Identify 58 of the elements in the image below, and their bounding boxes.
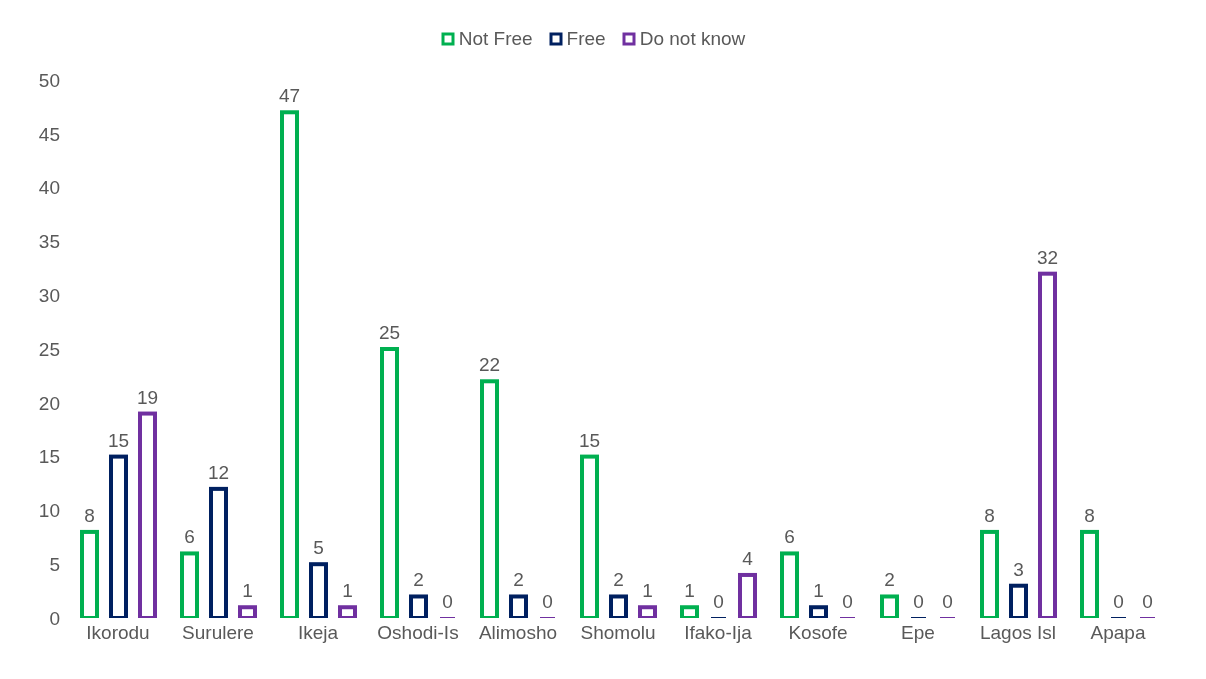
- y-tick-label: 5: [49, 553, 60, 575]
- data-label: 32: [1036, 246, 1059, 268]
- data-label: 2: [413, 569, 424, 591]
- y-tick-label: 45: [38, 123, 60, 145]
- x-tick-label: Epe: [901, 622, 935, 644]
- y-tick-label: 35: [38, 231, 60, 253]
- x-tick-label: Alimosho: [478, 622, 558, 644]
- x-tick-label: Kosofe: [788, 622, 848, 644]
- data-label: 0: [1113, 591, 1124, 612]
- data-label: 1: [342, 580, 353, 602]
- x-tick-label: Lagos Isl: [979, 622, 1057, 644]
- y-tick-label: 20: [38, 392, 60, 414]
- y-tick-label: 15: [38, 446, 60, 468]
- data-label: 0: [913, 591, 924, 612]
- data-label: 1: [813, 580, 824, 602]
- legend-label: Do not know: [638, 28, 746, 50]
- data-label: 4: [742, 547, 754, 569]
- y-tick-label: 50: [38, 69, 60, 91]
- x-tick-label: Ikorodu: [86, 622, 150, 644]
- data-label: 22: [478, 354, 501, 376]
- y-tick-label: 30: [38, 284, 60, 306]
- data-label: 1: [684, 580, 695, 602]
- x-tick-label: Apapa: [1090, 622, 1146, 644]
- x-tick-label: Shomolu: [580, 622, 656, 644]
- data-label: 15: [578, 429, 601, 451]
- y-tick-label: 25: [38, 338, 60, 360]
- data-label: 15: [107, 429, 130, 451]
- y-tick-label: 0: [49, 607, 60, 629]
- legend-label: Not Free: [457, 28, 533, 50]
- data-label: 0: [542, 591, 553, 612]
- x-tick-label: Oshodi-Is: [377, 622, 459, 644]
- data-label: 12: [207, 461, 230, 483]
- data-label: 25: [378, 322, 401, 343]
- x-tick-label: Ifako-Ija: [684, 622, 753, 644]
- data-label: 0: [942, 591, 953, 612]
- data-label: 2: [884, 569, 895, 591]
- data-label: 2: [513, 569, 524, 591]
- data-label: 0: [713, 591, 724, 612]
- data-label: 8: [84, 504, 95, 526]
- data-label: 1: [242, 580, 253, 602]
- x-tick-label: Surulere: [182, 622, 254, 644]
- y-tick-label: 40: [38, 177, 60, 199]
- data-label: 8: [1084, 504, 1095, 526]
- data-label: 0: [442, 591, 453, 612]
- data-label: 3: [1013, 558, 1024, 580]
- data-label: 47: [278, 85, 301, 107]
- legend-label: Free: [565, 28, 606, 50]
- data-label: 0: [1142, 591, 1153, 612]
- data-label: 2: [613, 569, 624, 591]
- data-label: 6: [784, 526, 795, 548]
- data-label: 5: [313, 537, 324, 559]
- data-label: 1: [642, 580, 653, 602]
- data-label: 19: [136, 386, 159, 408]
- x-tick-label: Ikeja: [297, 622, 339, 644]
- data-label: 8: [984, 504, 995, 526]
- data-label: 0: [842, 591, 853, 612]
- y-tick-label: 10: [38, 500, 60, 522]
- data-label: 6: [184, 526, 195, 548]
